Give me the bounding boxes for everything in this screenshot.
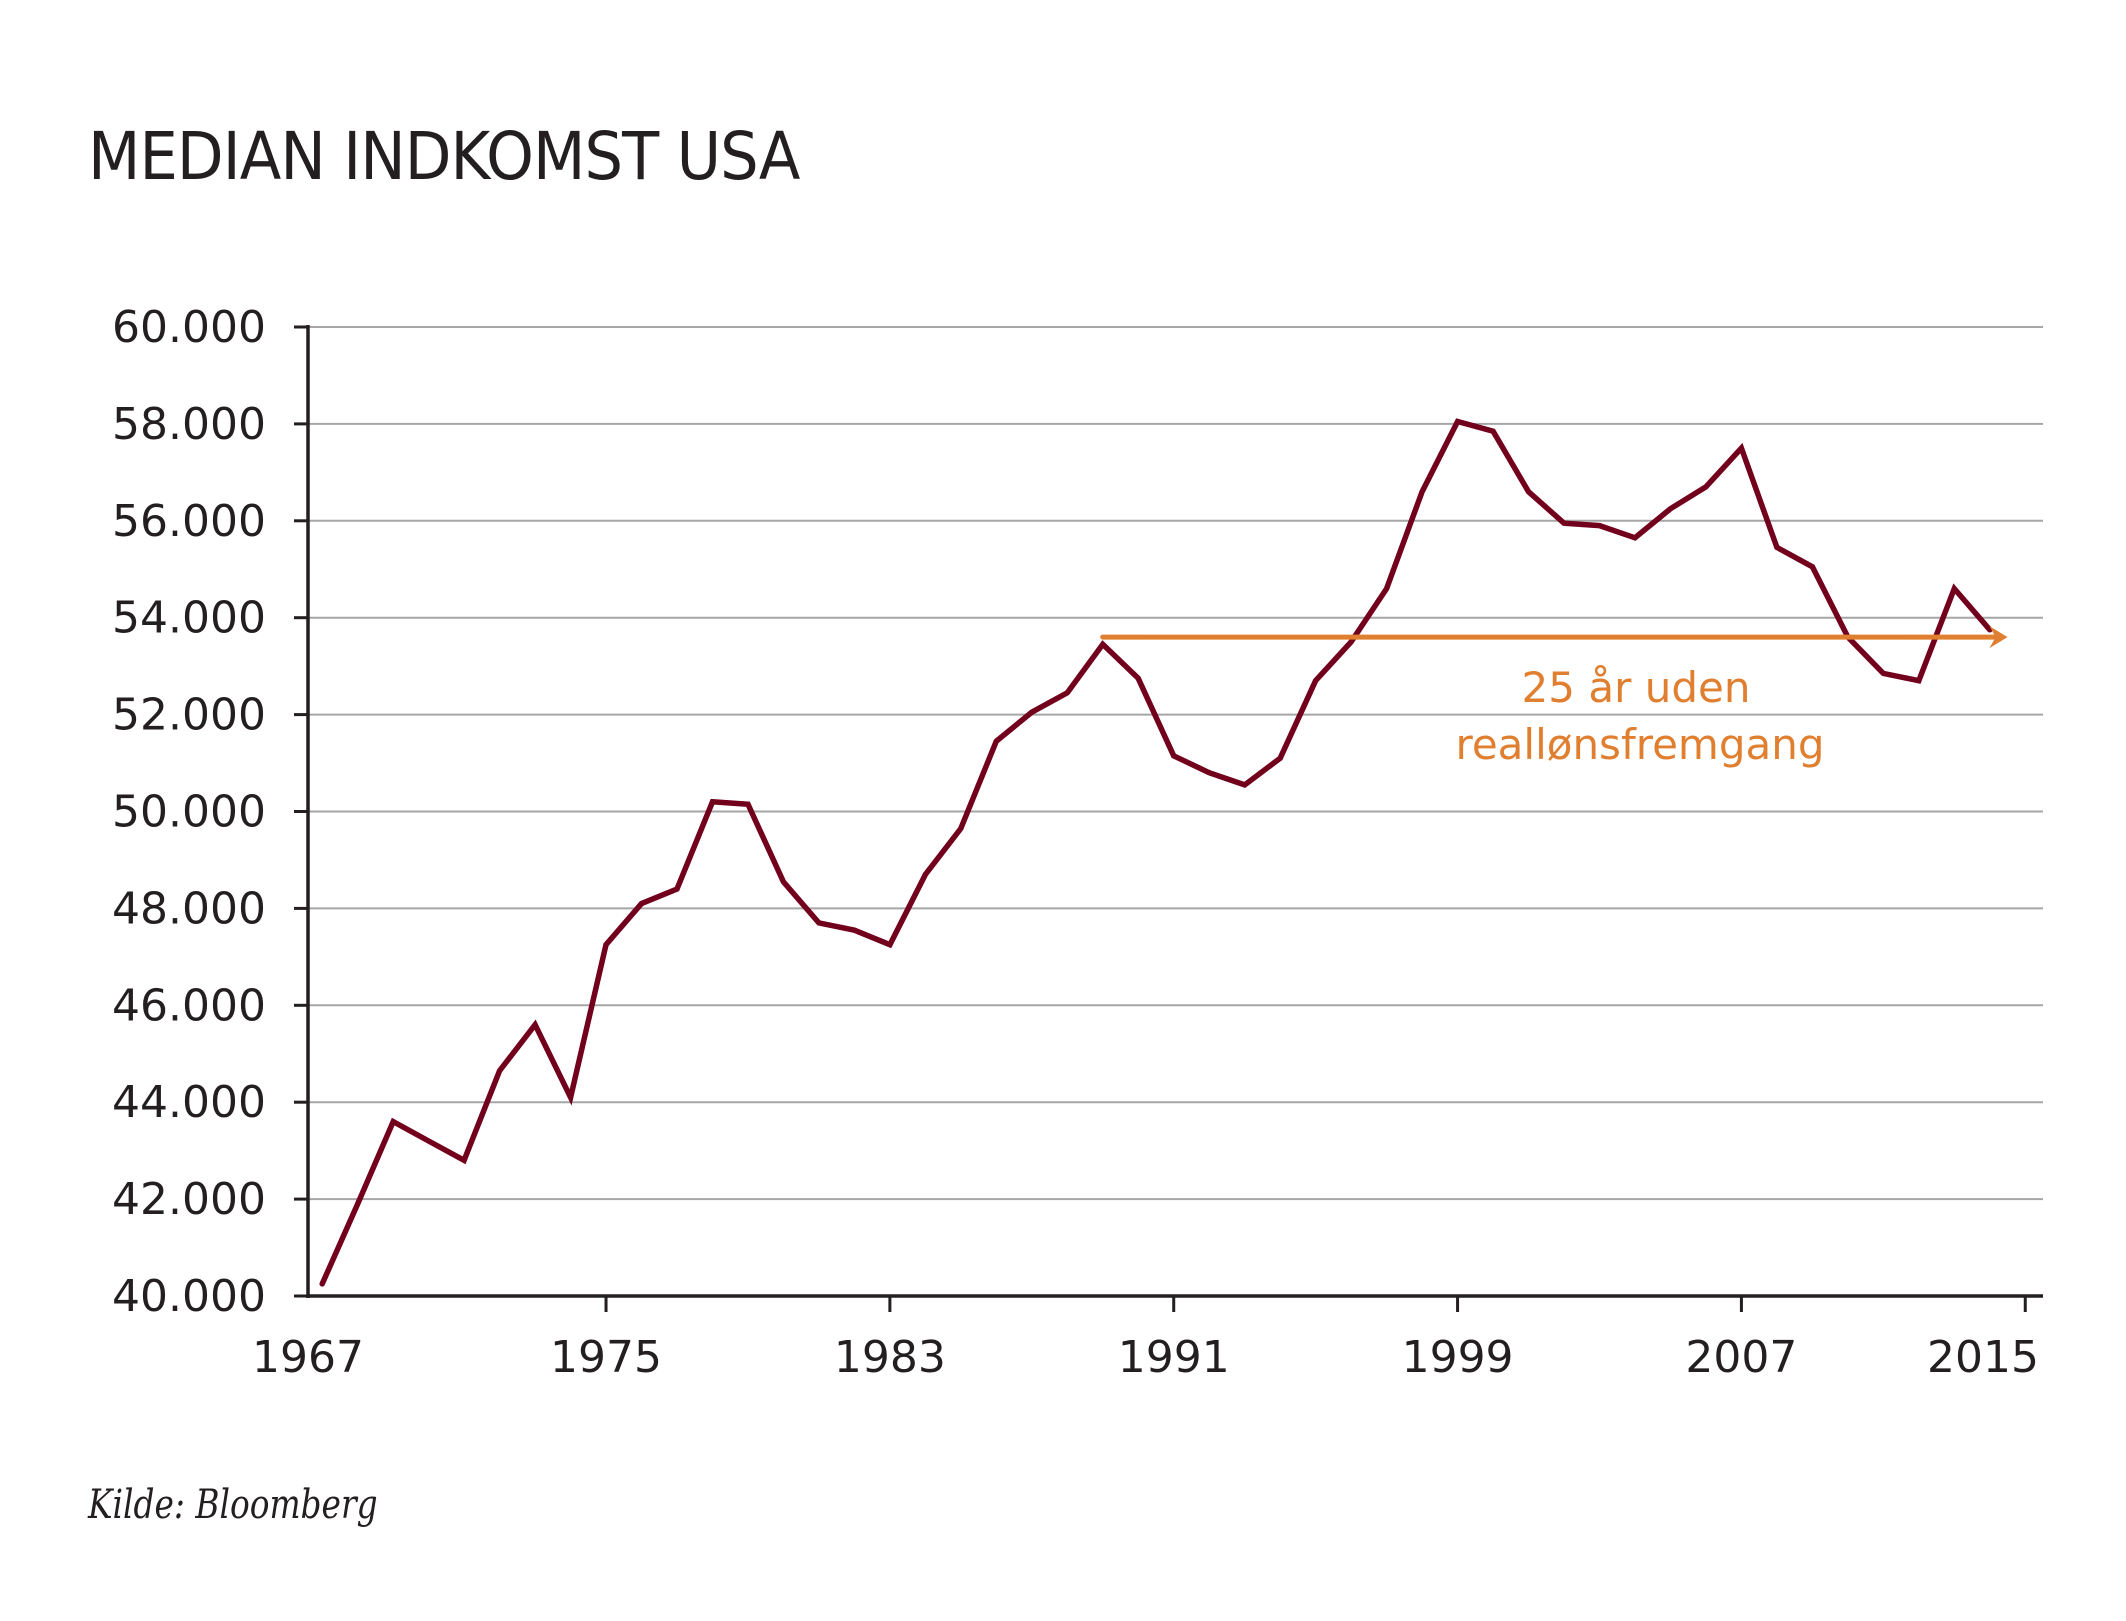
y-tick-label: 42.000 (112, 1174, 266, 1225)
series-line (319, 418, 1993, 1287)
x-tick-label: 1999 (1402, 1332, 1514, 1383)
x-tick-label: 2007 (1685, 1332, 1797, 1383)
series-layer (319, 418, 1993, 1287)
y-tick-label: 46.000 (112, 980, 266, 1031)
axes (294, 325, 2043, 1312)
source-note: Kilde: Bloomberg (88, 1482, 378, 1528)
y-tick-label: 50.000 (112, 787, 266, 838)
y-tick-labels: 40.000 42.000 44.000 46.000 48.000 50.000 52.0… (112, 302, 266, 1322)
x-tick-label: 1983 (834, 1332, 946, 1383)
chart-title: MEDIAN INDKOMST USA (88, 118, 800, 195)
annotation-arrow-head (1989, 626, 2008, 649)
annotation-layer: 25 år uden reallønsfremgang (1100, 626, 2008, 769)
x-tick-labels: 1967 1975 1983 1991 1999 2007 2015 (252, 1332, 2039, 1383)
annotation-label-line2: reallønsfremgang (1455, 720, 1824, 769)
y-tick-label: 60.000 (112, 302, 266, 353)
y-tick-label: 48.000 (112, 883, 266, 934)
grid-lines (308, 326, 2043, 1201)
x-tick-label: 1975 (550, 1332, 662, 1383)
annotation-label-line1: 25 år uden (1522, 663, 1751, 712)
y-tick-label: 40.000 (112, 1271, 266, 1322)
x-tick-label: 2015 (1927, 1332, 2039, 1383)
y-tick-label: 58.000 (112, 399, 266, 450)
y-tick-label: 44.000 (112, 1077, 266, 1128)
y-tick-label: 54.000 (112, 593, 266, 644)
y-tick-label: 56.000 (112, 496, 266, 547)
x-tick-label: 1967 (252, 1332, 364, 1383)
x-tick-label: 1991 (1118, 1332, 1230, 1383)
y-tick-label: 52.000 (112, 690, 266, 741)
